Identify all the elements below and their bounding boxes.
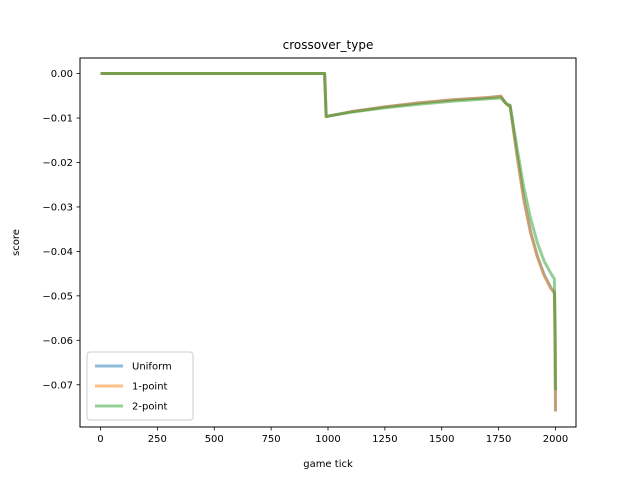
- legend-label-2: 2-point: [132, 402, 168, 413]
- x-axis: 0 250 500 750 1000 1250 1500 1750 2000: [97, 427, 568, 445]
- y-tick-label: −0.07: [42, 380, 73, 391]
- series-lines: [100, 72, 558, 412]
- y-tick-label: −0.05: [42, 291, 73, 302]
- x-tick-label: 1250: [372, 434, 397, 445]
- x-tick-label: 1500: [429, 434, 454, 445]
- x-tick-label: 2000: [543, 434, 568, 445]
- x-tick-label: 500: [205, 434, 224, 445]
- y-tick-label: −0.01: [42, 114, 73, 125]
- legend-box: [86, 351, 194, 421]
- x-axis-label: game tick: [303, 459, 353, 470]
- x-tick-label: 0: [97, 434, 103, 445]
- y-tick-label: −0.02: [42, 158, 73, 169]
- x-tick-label: 1750: [486, 434, 511, 445]
- x-tick-label: 750: [262, 434, 281, 445]
- series-line-2: [100, 72, 558, 391]
- y-tick-label: −0.06: [42, 336, 73, 347]
- y-tick-label: −0.03: [42, 202, 73, 213]
- y-axis-label: score: [11, 229, 22, 256]
- legend: Uniform 1-point 2-point: [86, 351, 194, 421]
- legend-label-0: Uniform: [132, 362, 172, 373]
- legend-label-1: 1-point: [132, 382, 168, 393]
- x-tick-label: 250: [148, 434, 167, 445]
- y-tick-label: −0.04: [42, 247, 73, 258]
- chart-title: crossover_type: [283, 38, 374, 52]
- y-tick-label: 0.00: [51, 69, 73, 80]
- y-axis: 0.00 −0.01 −0.02 −0.03 −0.04 −0.05 −0.06 −0.07: [42, 69, 80, 391]
- x-tick-label: 1000: [315, 434, 340, 445]
